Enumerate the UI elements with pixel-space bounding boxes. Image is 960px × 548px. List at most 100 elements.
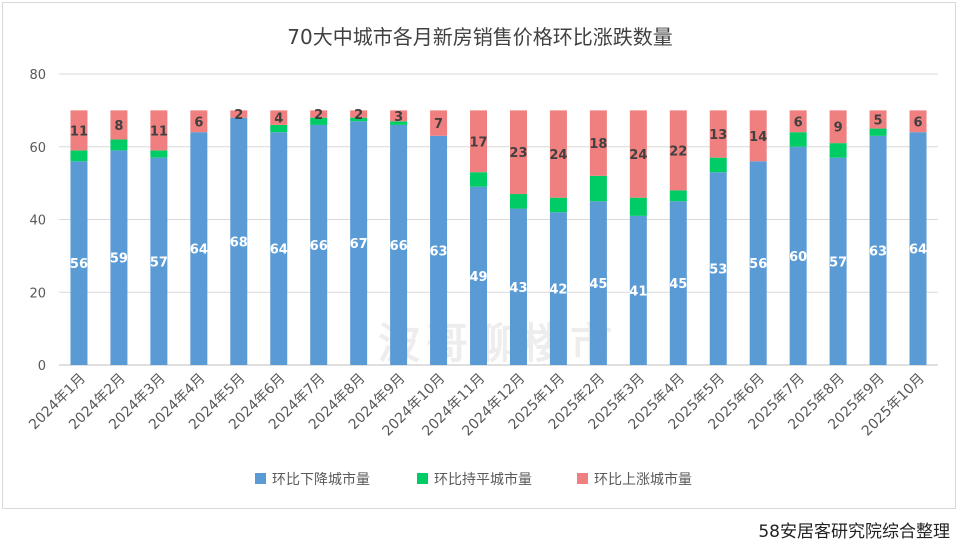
data-label-decrease: 45 — [669, 277, 687, 292]
bar-decrease — [589, 201, 607, 365]
bar-flat — [110, 139, 128, 151]
bar-flat — [629, 197, 647, 216]
data-label-decrease: 49 — [469, 270, 487, 285]
bar-decrease — [150, 157, 168, 365]
bar-rise — [909, 110, 927, 133]
bar-rise — [350, 110, 368, 118]
bar-rise — [190, 110, 208, 133]
chart-canvas: 70大中城市各月新房销售价格环比涨跌数量020406080波哥聊楼市561120… — [26, 25, 938, 488]
data-label-rise: 11 — [70, 124, 88, 139]
data-label-decrease: 45 — [589, 277, 607, 292]
data-label-decrease: 68 — [230, 235, 248, 250]
data-label-rise: 8 — [114, 119, 123, 134]
bar-decrease — [909, 132, 927, 365]
data-label-decrease: 53 — [709, 263, 727, 278]
bar-flat — [390, 121, 408, 125]
y-tick-label: 20 — [29, 286, 46, 301]
data-label-decrease: 66 — [390, 239, 408, 254]
bar-decrease — [230, 117, 248, 366]
data-label-decrease: 66 — [310, 239, 328, 254]
data-label-decrease: 57 — [150, 255, 168, 270]
data-label-decrease: 64 — [190, 243, 208, 258]
data-label-rise: 23 — [509, 146, 527, 161]
bar-rise — [390, 110, 408, 122]
bar-decrease — [509, 208, 527, 365]
bar-rise — [829, 110, 847, 144]
bar-decrease — [390, 124, 408, 365]
data-label-decrease: 64 — [270, 243, 288, 258]
data-label-rise: 4 — [274, 112, 283, 127]
bar-flat — [549, 197, 567, 213]
data-label-rise: 14 — [749, 130, 767, 145]
bar-decrease — [789, 146, 807, 365]
chart-title: 70大中城市各月新房销售价格环比涨跌数量 — [287, 25, 672, 49]
bar-rise — [310, 110, 328, 118]
data-label-rise: 2 — [354, 108, 363, 123]
data-label-decrease: 63 — [430, 244, 448, 259]
bar-rise — [869, 110, 887, 129]
data-label-rise: 11 — [150, 124, 168, 139]
data-label-rise: 24 — [629, 148, 647, 163]
bar-decrease — [629, 215, 647, 365]
legend-swatch-rise — [577, 473, 588, 484]
bar-rise — [70, 110, 88, 151]
data-label-decrease: 41 — [629, 284, 647, 299]
y-tick-label: 0 — [38, 359, 46, 374]
data-label-decrease: 63 — [869, 244, 887, 259]
bar-flat — [869, 128, 887, 136]
bar-rise — [470, 110, 488, 173]
bar-decrease — [270, 132, 288, 365]
data-label-rise: 18 — [589, 137, 607, 152]
data-label-decrease: 67 — [350, 237, 368, 252]
bar-flat — [789, 132, 807, 147]
data-label-decrease: 60 — [789, 250, 807, 265]
data-label-decrease: 56 — [70, 257, 88, 272]
chart-frame: 70大中城市各月新房销售价格环比涨跌数量 0 20 40 60 80 波哥聊楼市 56 11 20… — [2, 2, 956, 509]
legend-label-rise: 环比上涨城市量 — [594, 471, 692, 488]
bar-rise — [749, 110, 767, 162]
bar-decrease — [709, 172, 727, 365]
data-label-rise: 24 — [549, 148, 567, 163]
watermark: 波哥聊楼市 — [378, 319, 618, 368]
data-label-rise: 9 — [834, 121, 843, 136]
data-label-rise: 5 — [874, 113, 883, 128]
bar-rise — [549, 110, 567, 198]
bar-flat — [70, 150, 88, 162]
bar-decrease — [470, 186, 488, 365]
bar-rise — [270, 110, 288, 125]
legend-swatch-decrease — [255, 473, 266, 484]
bar-rise — [509, 110, 527, 195]
bar-flat — [310, 117, 328, 125]
data-label-rise: 3 — [394, 110, 403, 125]
bar-rise — [629, 110, 647, 198]
bar-decrease — [869, 135, 887, 365]
bar-rise — [430, 110, 448, 136]
bar-decrease — [310, 124, 328, 365]
source-note: 58安居客研究院综合整理 — [758, 522, 950, 542]
bar-rise — [789, 110, 807, 133]
data-label-rise: 2 — [314, 108, 323, 123]
bar-flat — [709, 157, 727, 173]
bar-flat — [509, 194, 527, 209]
data-label-rise: 17 — [469, 135, 487, 150]
bar-flat — [589, 175, 607, 202]
bar-decrease — [749, 161, 767, 365]
bar-flat — [350, 117, 368, 122]
legend-label-decrease: 环比下降城市量 — [272, 471, 370, 488]
bar-rise — [230, 110, 248, 118]
data-label-decrease: 56 — [749, 257, 767, 272]
data-label-rise: 2 — [234, 108, 243, 123]
bar-flat — [150, 150, 168, 158]
data-label-decrease: 64 — [909, 243, 927, 258]
bar-rise — [709, 110, 727, 158]
legend-label-flat: 环比持平城市量 — [434, 471, 532, 488]
y-tick-label: 60 — [29, 141, 46, 156]
bar-rise — [589, 110, 607, 176]
bar-decrease — [70, 161, 88, 365]
bar-rise — [150, 110, 168, 151]
bar-decrease — [669, 201, 687, 365]
bar-decrease — [110, 150, 128, 365]
bar-flat — [270, 124, 288, 133]
bar-rise — [669, 110, 687, 191]
bar-flat — [470, 172, 488, 187]
